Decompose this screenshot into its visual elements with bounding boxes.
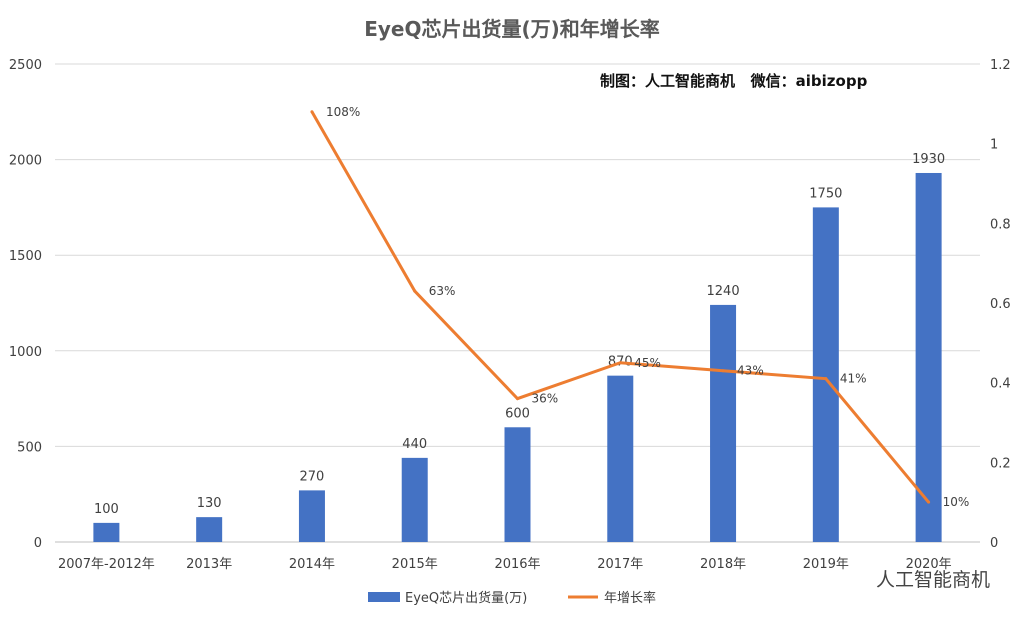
bar-label: 600 bbox=[505, 406, 530, 421]
bar bbox=[93, 522, 120, 542]
legend-bar-swatch bbox=[368, 592, 400, 602]
legend-line-label: 年增长率 bbox=[604, 590, 656, 606]
line-point bbox=[824, 377, 828, 381]
bar-label: 270 bbox=[300, 469, 325, 484]
x-tick-label: 2020年 bbox=[906, 557, 952, 572]
left-tick-label: 0 bbox=[34, 536, 42, 551]
right-tick-label: 1.2 bbox=[990, 58, 1011, 73]
x-tick-label: 2019年 bbox=[803, 557, 849, 572]
bar-label: 130 bbox=[197, 496, 222, 511]
x-tick-label: 2018年 bbox=[700, 557, 746, 572]
left-tick-label: 1000 bbox=[9, 345, 42, 360]
left-tick-label: 500 bbox=[17, 440, 42, 455]
bar-label: 440 bbox=[402, 437, 427, 452]
x-tick-label: 2017年 bbox=[597, 557, 643, 572]
line-label: 43% bbox=[737, 364, 764, 378]
bar-label: 100 bbox=[94, 502, 119, 517]
x-tick-label: 2015年 bbox=[392, 557, 438, 572]
bar bbox=[710, 304, 737, 542]
x-tick-label: 2014年 bbox=[289, 557, 335, 572]
x-tick-label: 2016年 bbox=[494, 557, 540, 572]
right-tick-label: 0.2 bbox=[990, 456, 1011, 471]
right-tick-label: 0.8 bbox=[990, 217, 1011, 232]
line-point bbox=[721, 369, 725, 373]
chart-title: EyeQ芯片出货量(万)和年增长率 bbox=[364, 17, 660, 41]
x-tick-label: 2013年 bbox=[186, 557, 232, 572]
right-tick-label: 0.4 bbox=[990, 377, 1011, 392]
line-point bbox=[927, 500, 931, 504]
x-tick-label: 2007年-2012年 bbox=[58, 557, 155, 572]
left-tick-label: 2500 bbox=[9, 58, 42, 73]
bar bbox=[401, 457, 428, 542]
right-tick-label: 0 bbox=[990, 536, 998, 551]
line-label: 63% bbox=[429, 284, 456, 298]
bar bbox=[196, 517, 223, 542]
bar bbox=[298, 490, 325, 542]
legend-bar-label: EyeQ芯片出货量(万) bbox=[405, 590, 527, 606]
left-tick-label: 1500 bbox=[9, 249, 42, 264]
line-point bbox=[413, 289, 417, 293]
bar-label: 1240 bbox=[707, 284, 740, 299]
line-point bbox=[310, 110, 314, 114]
left-tick-label: 2000 bbox=[9, 154, 42, 169]
line-label: 36% bbox=[532, 392, 559, 406]
line-label: 10% bbox=[943, 495, 970, 509]
line-label: 41% bbox=[840, 372, 867, 386]
line-label: 45% bbox=[634, 356, 661, 370]
bar bbox=[915, 172, 942, 542]
bar-label: 1750 bbox=[809, 186, 842, 201]
line-point bbox=[618, 361, 622, 365]
bar bbox=[812, 207, 839, 542]
bar-label: 1930 bbox=[912, 152, 945, 167]
bar bbox=[504, 427, 531, 542]
chart-annotation: 制图：人工智能商机 微信：aibizopp bbox=[600, 72, 868, 90]
right-tick-label: 0.6 bbox=[990, 297, 1011, 312]
line-label: 108% bbox=[326, 105, 360, 119]
bar bbox=[607, 375, 634, 542]
watermark: 人工智能商机 bbox=[876, 569, 990, 591]
right-tick-label: 1 bbox=[990, 138, 998, 153]
line-point bbox=[516, 397, 519, 401]
